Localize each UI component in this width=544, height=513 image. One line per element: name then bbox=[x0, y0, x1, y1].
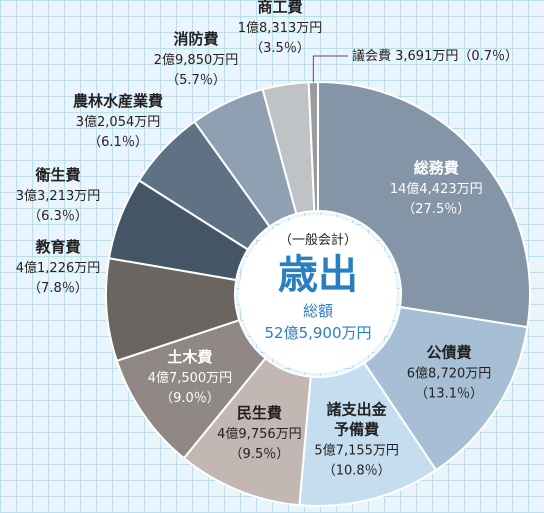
amount-label-7: 3億2,054万円 bbox=[76, 114, 161, 130]
percent-label-1: （13.1％） bbox=[415, 387, 483, 402]
amount-label-3: 4億9,756万円 bbox=[217, 426, 302, 442]
center-total-label: 総額 bbox=[303, 302, 333, 320]
amount-label-5: 4億1,226万円 bbox=[16, 260, 101, 276]
category-label-0-0: 総務費 bbox=[414, 159, 459, 177]
percent-label-7: （6.1％） bbox=[88, 135, 148, 150]
percent-label-6: （6.3％） bbox=[28, 209, 88, 224]
percent-label-0: （27.5％） bbox=[402, 202, 470, 217]
percent-label-3: （9.5％） bbox=[230, 447, 290, 462]
amount-label-2: 5億7,155万円 bbox=[314, 443, 399, 459]
category-label-8-0: 消防費 bbox=[173, 30, 218, 48]
category-label-2-0: 諸支出金 bbox=[327, 401, 388, 419]
center-title: 歳出 bbox=[278, 252, 358, 298]
category-label-3-0: 民生費 bbox=[237, 404, 282, 422]
center-circle bbox=[239, 215, 397, 373]
amount-label-8: 2億9,850万円 bbox=[154, 52, 239, 68]
leader-line-10 bbox=[312, 55, 348, 83]
amount-label-4: 4億7,500万円 bbox=[148, 370, 233, 386]
category-label-1-0: 公債費 bbox=[427, 344, 472, 362]
percent-label-4: （9.0％） bbox=[160, 391, 220, 406]
slice-1 bbox=[362, 305, 529, 472]
amount-label-1: 6億8,720万円 bbox=[407, 366, 492, 382]
slice-0 bbox=[317, 80, 531, 329]
category-label-7-0: 農林水産業費 bbox=[73, 92, 163, 110]
amount-label-0: 14億4,423万円 bbox=[390, 181, 483, 197]
category-label-2-1: 予備費 bbox=[334, 421, 379, 439]
percent-label-8: （5.7％） bbox=[166, 73, 226, 88]
center-total-value: 52億5,900万円 bbox=[264, 324, 371, 342]
percent-label-9: （3.5％） bbox=[250, 41, 310, 56]
amount-label-9: 1億8,313万円 bbox=[238, 20, 323, 36]
category-label-9-0: 商工費 bbox=[257, 0, 302, 16]
percent-label-2: （10.8％） bbox=[323, 464, 391, 479]
label-10: 議会費 3,691万円（0.7％） bbox=[352, 49, 518, 64]
center-sub-label: （一般会計） bbox=[279, 232, 357, 248]
slice-10 bbox=[307, 80, 319, 213]
amount-label-6: 3億3,213万円 bbox=[16, 188, 101, 204]
category-label-6-0: 衛生費 bbox=[34, 166, 80, 184]
percent-label-5: （7.8％） bbox=[28, 281, 88, 296]
category-label-5-0: 教育費 bbox=[34, 238, 80, 256]
category-label-4-0: 土木費 bbox=[167, 348, 212, 366]
